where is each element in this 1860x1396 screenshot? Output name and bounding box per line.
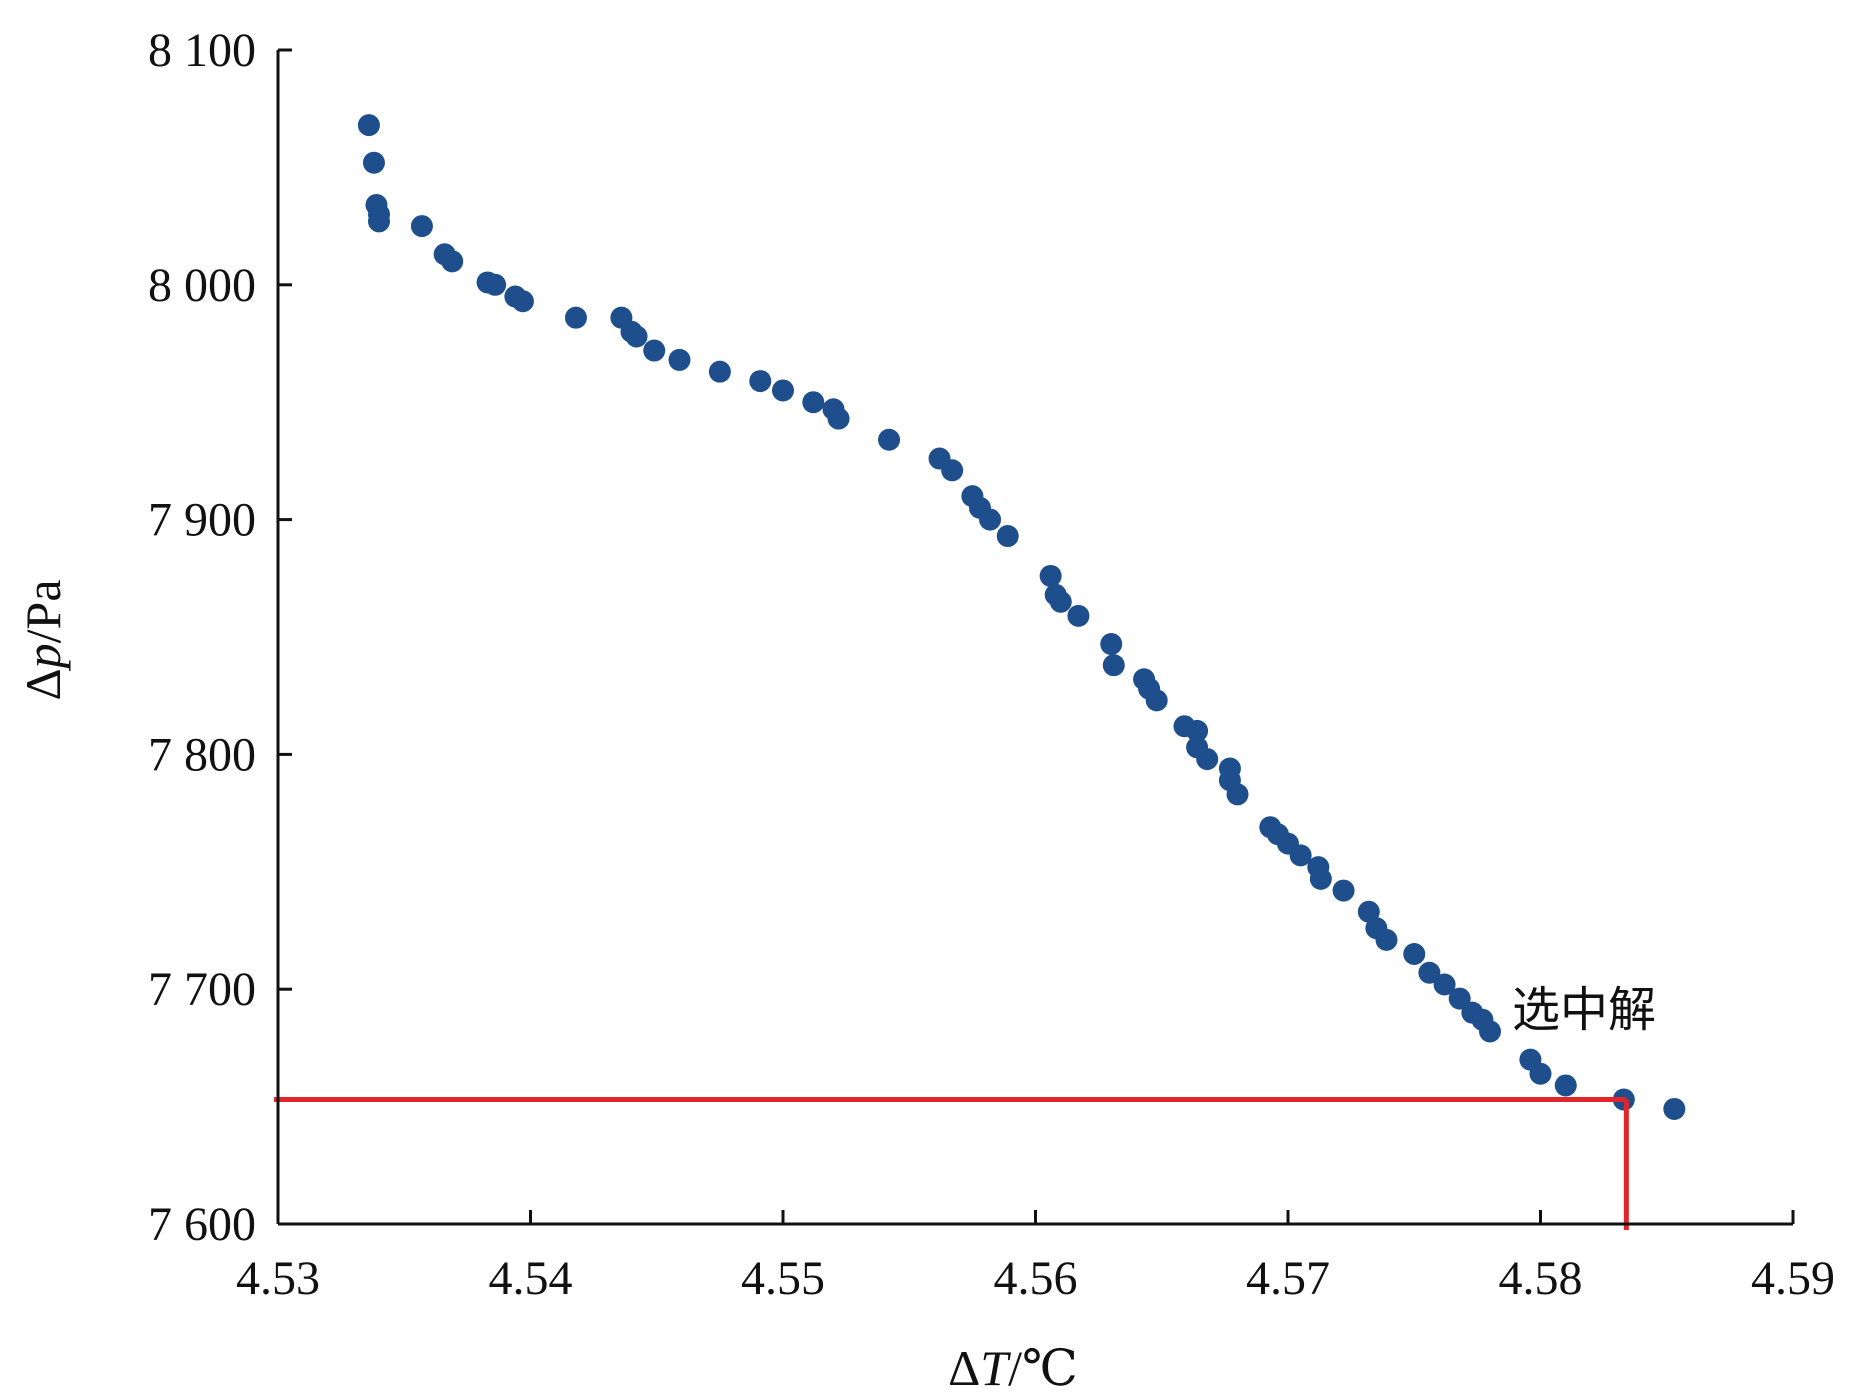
data-point — [564, 306, 587, 329]
data-point — [1403, 942, 1426, 965]
x-axis-title: ΔT/℃ — [948, 1340, 1078, 1396]
data-point — [1529, 1062, 1552, 1085]
data-point — [625, 325, 648, 348]
axes-layer — [276, 48, 1795, 1226]
data-point — [1332, 879, 1355, 902]
data-point — [1186, 719, 1209, 742]
data-point — [1479, 1020, 1501, 1043]
x-tick-label: 4.54 — [489, 1252, 573, 1305]
y-tick-label: 8 100 — [148, 24, 256, 77]
data-point — [362, 151, 385, 174]
data-point — [1357, 900, 1380, 923]
y-tick-label: 7 600 — [148, 1198, 256, 1251]
y-tick-label: 8 000 — [148, 259, 256, 312]
x-tick-label: 4.55 — [741, 1252, 825, 1305]
y-tick-label: 7 700 — [148, 963, 256, 1016]
data-point — [441, 250, 464, 273]
data-point — [1289, 844, 1312, 867]
data-point — [484, 273, 507, 296]
data-point — [1448, 987, 1471, 1010]
x-tick-label: 4.58 — [1499, 1252, 1583, 1305]
data-point — [1418, 961, 1441, 984]
data-point — [1554, 1074, 1577, 1097]
x-tick-label: 4.57 — [1246, 1252, 1330, 1305]
data-point — [1102, 654, 1125, 677]
data-point — [878, 428, 901, 451]
data-point — [996, 525, 1019, 548]
selected-solution-label: 选中解 — [1512, 982, 1656, 1038]
data-point — [1226, 783, 1249, 806]
data-points-layer — [357, 114, 1686, 1120]
data-point — [1375, 928, 1398, 951]
data-point — [941, 459, 964, 482]
data-point — [1067, 604, 1090, 627]
data-point — [357, 114, 380, 137]
data-point — [1100, 633, 1123, 656]
data-point — [1039, 564, 1062, 587]
data-point — [708, 360, 731, 383]
data-point — [827, 407, 850, 430]
data-point — [979, 508, 1002, 531]
y-tick-label: 7 900 — [148, 494, 256, 547]
data-point — [802, 391, 825, 414]
data-point — [749, 370, 772, 393]
data-point — [1433, 973, 1456, 996]
data-point — [643, 339, 666, 362]
x-tick-label: 4.56 — [994, 1252, 1078, 1305]
x-tick-label: 4.59 — [1751, 1252, 1835, 1305]
data-point — [1309, 867, 1332, 890]
data-point — [1196, 748, 1219, 771]
data-point — [1663, 1097, 1686, 1120]
y-axis-title: Δp/Pa — [15, 579, 71, 700]
x-tick-label: 4.53 — [236, 1252, 320, 1305]
data-point — [1049, 590, 1072, 613]
data-point — [772, 379, 794, 402]
data-point — [511, 290, 534, 313]
y-tick-label: 7 800 — [148, 728, 256, 781]
data-point — [368, 210, 390, 233]
data-point — [410, 215, 433, 238]
selected-solution-lines — [274, 1097, 1629, 1230]
data-point — [1145, 689, 1168, 712]
tick-labels-layer: 4.53 4.54 4.55 4.56 4.57 4.58 4.59 7 600 7 700 7 … — [148, 24, 1835, 1305]
data-point — [668, 348, 691, 371]
